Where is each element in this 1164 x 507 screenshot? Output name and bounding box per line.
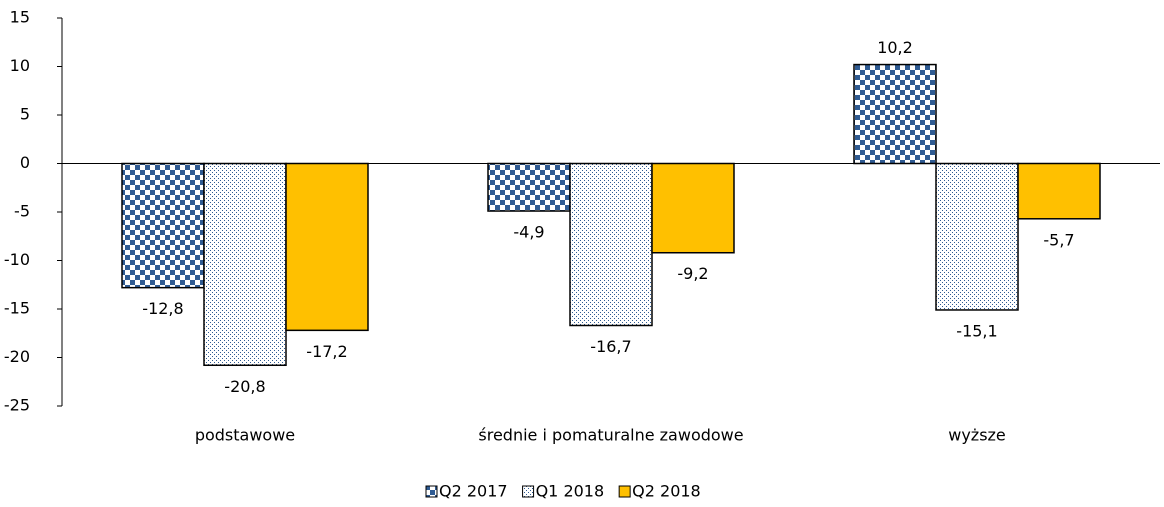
x-tick-label: podstawowe [195,426,295,445]
bar [487,162,571,212]
value-label: -15,1 [956,321,997,340]
bar [203,162,287,367]
y-tick-label: -5 [14,202,30,221]
bar [651,162,735,254]
legend-label: Q2 2018 [632,482,701,501]
x-tick-label: średnie i pomaturalne zawodowe [478,426,743,445]
x-tick-label: wyższe [948,426,1006,445]
legend-swatch [618,485,631,498]
value-label: -9,2 [677,264,708,283]
bar [121,162,205,289]
value-label: 10,2 [877,38,913,57]
value-label: -16,7 [590,337,631,356]
y-tick-label: 5 [20,105,30,124]
legend-label: Q2 2017 [439,482,508,501]
legend-swatch [425,485,438,498]
legend-swatch [522,485,535,498]
y-tick-label: 10 [10,56,30,75]
y-tick-label: -25 [4,396,30,415]
bar [935,162,1019,311]
y-tick-label: -15 [4,299,30,318]
value-label: -12,8 [142,299,183,318]
bar [569,162,653,327]
bar [1017,162,1101,220]
y-tick-label: 0 [20,153,30,172]
value-label: -4,9 [513,223,544,242]
value-label: -17,2 [306,342,347,361]
value-label: -5,7 [1043,230,1074,249]
y-tick-label: 15 [10,8,30,27]
y-tick-label: -10 [4,250,30,269]
bar [285,162,369,332]
value-label: -20,8 [224,377,265,396]
bar [853,63,937,165]
y-tick-label: -20 [4,347,30,366]
legend-label: Q1 2018 [536,482,605,501]
